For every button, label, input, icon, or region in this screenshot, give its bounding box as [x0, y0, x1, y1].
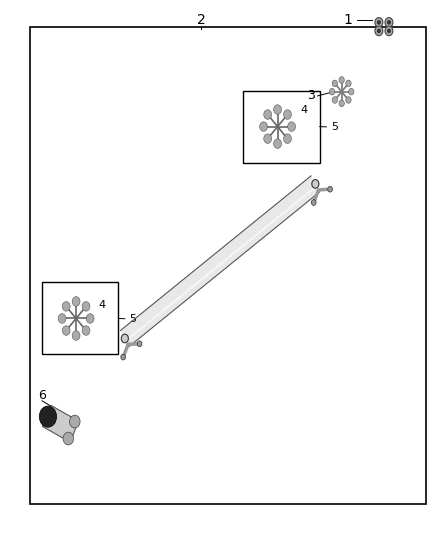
Circle shape	[274, 139, 282, 148]
Circle shape	[388, 21, 390, 24]
Circle shape	[264, 110, 272, 119]
Circle shape	[62, 302, 70, 311]
Circle shape	[375, 26, 383, 36]
Text: 5: 5	[331, 122, 338, 132]
Circle shape	[339, 100, 344, 107]
Bar	[42, 282, 118, 354]
Bar	[30, 27, 426, 504]
Circle shape	[311, 200, 316, 205]
Circle shape	[329, 88, 335, 95]
Circle shape	[388, 29, 390, 33]
Circle shape	[375, 18, 383, 27]
Circle shape	[332, 80, 338, 87]
Circle shape	[332, 96, 338, 103]
Polygon shape	[120, 176, 320, 346]
Text: 1: 1	[344, 13, 353, 27]
Circle shape	[385, 18, 393, 27]
Circle shape	[70, 415, 80, 428]
Circle shape	[39, 406, 57, 427]
Circle shape	[121, 354, 126, 360]
Circle shape	[82, 326, 90, 335]
Circle shape	[346, 96, 351, 103]
Circle shape	[63, 432, 74, 445]
Circle shape	[346, 80, 351, 87]
Circle shape	[312, 180, 319, 188]
Circle shape	[378, 21, 380, 24]
Circle shape	[260, 122, 268, 131]
Circle shape	[82, 302, 90, 311]
Circle shape	[72, 297, 80, 306]
Circle shape	[283, 134, 291, 143]
Circle shape	[385, 26, 393, 36]
Circle shape	[264, 134, 272, 143]
Circle shape	[378, 29, 380, 33]
Circle shape	[137, 341, 142, 346]
Text: 4: 4	[99, 300, 106, 310]
Circle shape	[339, 77, 344, 83]
Text: 4: 4	[300, 106, 307, 115]
Circle shape	[288, 122, 296, 131]
Circle shape	[283, 110, 291, 119]
Circle shape	[58, 314, 66, 323]
Circle shape	[121, 334, 128, 343]
Polygon shape	[42, 405, 78, 442]
Circle shape	[62, 326, 70, 335]
Circle shape	[349, 88, 354, 95]
Text: 5: 5	[129, 314, 136, 324]
Circle shape	[274, 105, 282, 114]
Text: 6: 6	[38, 389, 46, 402]
Text: 2: 2	[197, 13, 206, 27]
Circle shape	[72, 331, 80, 340]
Bar	[243, 91, 320, 163]
Text: 3: 3	[307, 90, 315, 102]
Circle shape	[86, 314, 94, 323]
Circle shape	[328, 187, 332, 192]
